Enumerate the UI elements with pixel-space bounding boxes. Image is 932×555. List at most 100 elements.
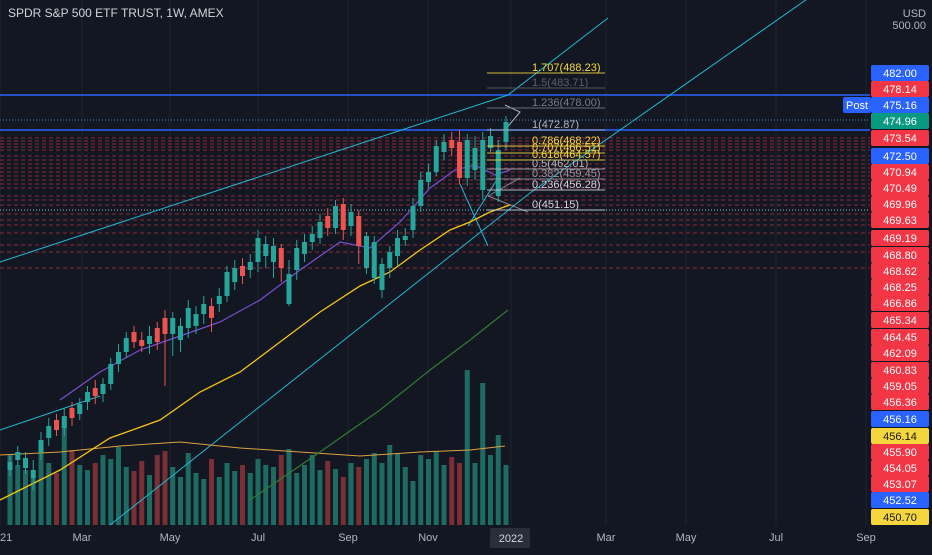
candle-body <box>15 452 21 460</box>
fib-level-label: 1.5(483.71) <box>532 77 588 89</box>
price-axis-label: 464.45 <box>871 329 929 345</box>
price-axis-label: 453.07 <box>871 476 929 492</box>
time-axis-label: Mar <box>73 532 92 544</box>
candle-body <box>333 206 338 228</box>
price-axis-header: USD 500.00 <box>892 8 926 32</box>
volume-bar <box>15 465 21 525</box>
volume-bar <box>247 473 253 525</box>
volume-bar <box>271 467 276 525</box>
price-label-bg <box>871 279 929 295</box>
volume-bar <box>232 471 238 525</box>
price-label-text: 468.62 <box>883 266 917 278</box>
volume-bar <box>100 455 106 525</box>
fib-level-label: 0.786(468.22) <box>532 135 601 147</box>
candle-body <box>271 246 276 262</box>
price-axis-label: 456.36 <box>871 394 929 410</box>
price-label-text: 455.90 <box>883 447 917 459</box>
candle-body <box>457 142 462 178</box>
candle-body <box>7 462 13 470</box>
pattern-line <box>459 183 489 247</box>
candle-body <box>317 222 323 238</box>
volume-bar <box>472 463 478 525</box>
candle-body <box>480 140 486 190</box>
volume-bar <box>286 449 292 525</box>
price-label-bg <box>871 196 929 212</box>
price-label-text: 469.96 <box>883 199 917 211</box>
candle-body <box>92 388 98 396</box>
price-label-text: 466.86 <box>883 298 917 310</box>
time-axis-label: May <box>160 532 181 544</box>
price-axis-label: 478.14 <box>871 81 929 97</box>
time-axis-label: Jul <box>251 532 265 544</box>
volume-bar <box>170 467 176 525</box>
price-label-bg <box>871 130 929 146</box>
volume-bar <box>38 445 44 525</box>
price-label-text: 473.54 <box>883 133 917 145</box>
time-axis-label: Mar <box>597 532 616 544</box>
candle-body <box>410 206 416 230</box>
volume-bar <box>201 479 207 525</box>
candle-body <box>185 308 191 328</box>
volume-bar <box>54 473 59 525</box>
price-axis-label: 482.00 <box>871 65 929 81</box>
price-label-text: 478.14 <box>883 84 917 96</box>
candle-body <box>147 336 152 344</box>
ma-yellow-line <box>0 204 511 501</box>
price-axis-label: 455.90 <box>871 444 929 460</box>
candle-body <box>364 236 369 268</box>
axis-top-label: 500.00 <box>892 20 926 32</box>
price-label-bg <box>871 476 929 492</box>
volume-bar <box>340 477 346 525</box>
candle-body <box>209 306 214 318</box>
time-axis-label: Jul <box>769 532 783 544</box>
candle-body <box>278 248 284 268</box>
price-label-bg <box>871 212 929 228</box>
candle-body <box>286 274 292 304</box>
price-axis-label: 468.80 <box>871 247 929 263</box>
price-axis-label: 450.70 <box>871 509 929 525</box>
candle-body <box>162 318 168 334</box>
pattern-line <box>487 177 521 197</box>
candle-body <box>116 352 121 364</box>
price-label-bg <box>871 180 929 196</box>
candle-body <box>356 216 362 246</box>
post-badge-bg <box>843 97 871 113</box>
candle-body <box>30 470 36 478</box>
fib-level-label: 0.5(462.01) <box>532 158 588 170</box>
price-label-bg <box>871 444 929 460</box>
candle-body <box>224 272 230 296</box>
volume-bar <box>449 457 455 525</box>
volume-bar <box>116 447 121 525</box>
volume-bar <box>131 471 137 525</box>
time-axis-label: 21 <box>0 532 12 544</box>
volume-bar <box>371 453 377 525</box>
volume-bar <box>23 470 28 525</box>
currency-label: USD <box>902 8 926 20</box>
price-label-bg <box>871 329 929 345</box>
volume-bar <box>77 465 83 525</box>
volume-bar <box>395 453 400 525</box>
candle-body <box>69 408 75 418</box>
volume-bar <box>480 383 486 525</box>
candle-body <box>472 148 478 170</box>
price-axis-label: 454.05 <box>871 460 929 476</box>
time-axis-label: Nov <box>418 532 438 544</box>
price-axis-label: 474.96 <box>871 113 929 129</box>
volume-bar <box>85 470 90 525</box>
channel-left-line <box>0 395 101 431</box>
price-label-bg <box>871 509 929 525</box>
volume-bar <box>364 459 369 525</box>
volume-bar <box>433 451 439 525</box>
post-badge: Post <box>843 97 871 113</box>
candle-body <box>232 268 238 282</box>
volume-bar <box>154 455 160 525</box>
price-label-bg <box>871 295 929 311</box>
price-label-text: 472.50 <box>883 151 917 163</box>
volume-bar <box>7 455 13 525</box>
volume-bar <box>325 461 331 525</box>
price-label-text: 456.36 <box>883 397 917 409</box>
fib-level-label: 0.618(464.57) <box>532 149 601 161</box>
candle-body <box>108 364 114 384</box>
